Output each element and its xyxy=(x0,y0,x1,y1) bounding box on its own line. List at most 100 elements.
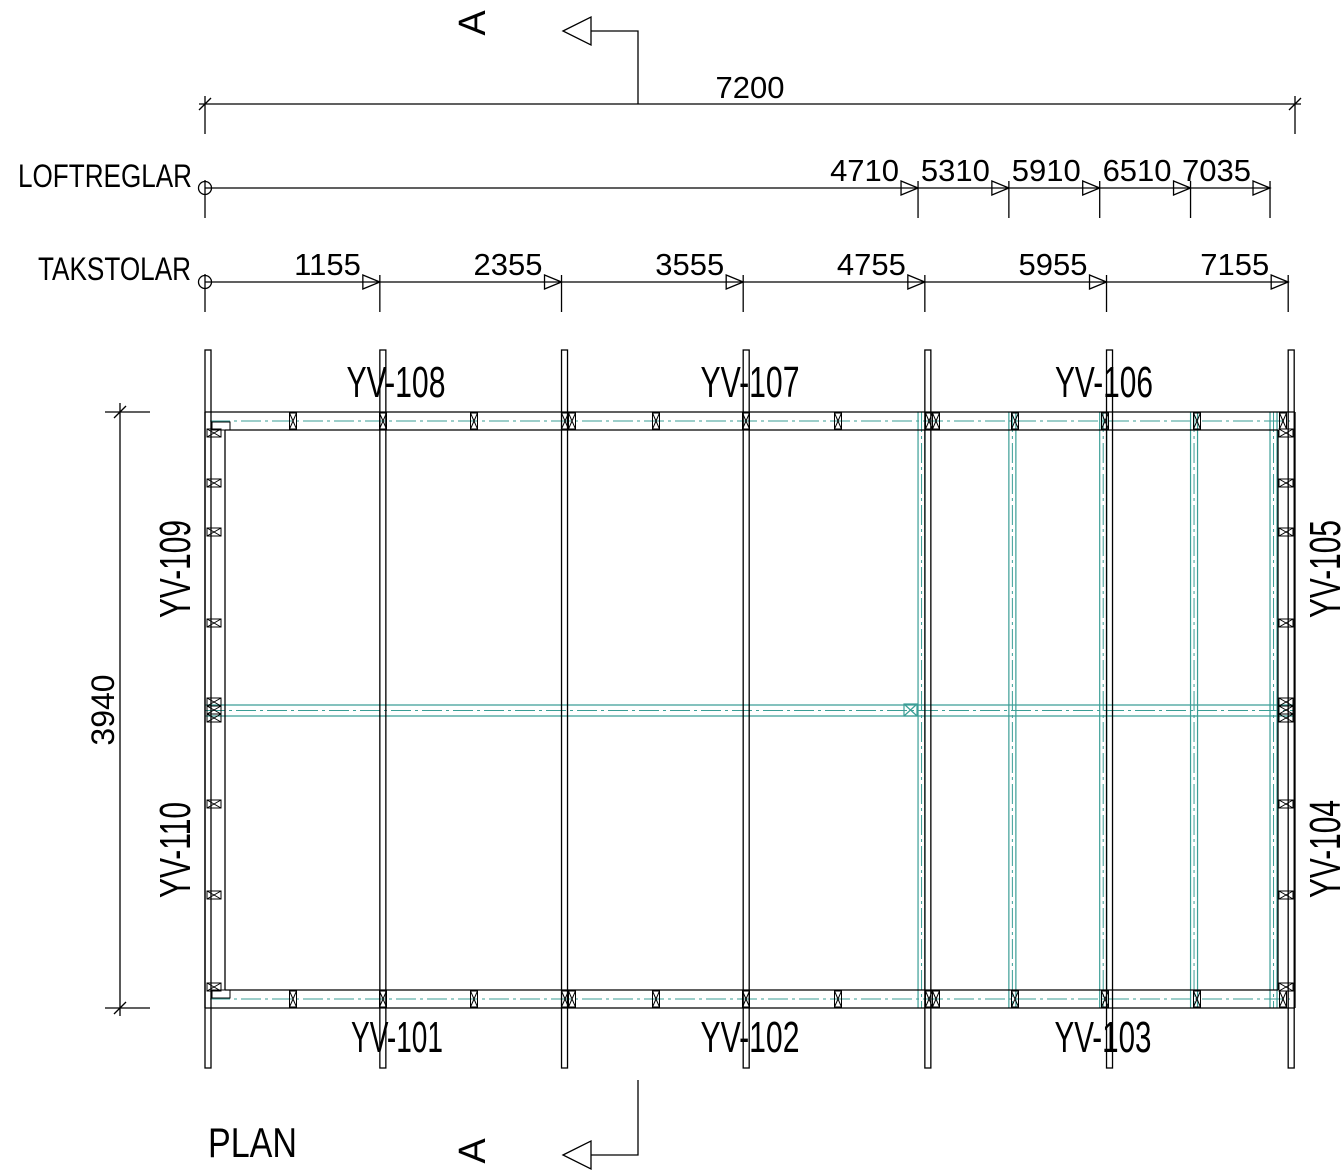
top-wall-stud xyxy=(652,412,660,430)
wall-labels: YV-108 YV-107 YV-106 YV-101 YV-102 YV-10… xyxy=(151,358,1344,1062)
bottom-wall-stud-cross xyxy=(925,990,933,1008)
bottom-wall-stud-cross xyxy=(568,990,576,1008)
top-wall-stud-cross xyxy=(1011,412,1019,430)
top-wall-stud xyxy=(1011,412,1019,430)
right-wall-stud-cross xyxy=(1278,705,1294,715)
left-wall-stud-cross xyxy=(206,478,222,488)
takstolar-dimension-arrow xyxy=(1088,274,1109,290)
loftreglar-dimension-value: 6510 xyxy=(1103,153,1172,188)
section-marker-bottom: A xyxy=(452,1080,639,1171)
bottom-wall-stud-cross xyxy=(834,990,842,1008)
bottom-wall-stud xyxy=(289,990,297,1008)
takstolar-dimension-arrow xyxy=(543,274,564,290)
top-wall-stud-cross xyxy=(932,412,940,430)
wall-label-top: YV-108 xyxy=(347,358,446,407)
left-wall-stud xyxy=(206,713,222,723)
wall-label-right: YV-104 xyxy=(1301,800,1344,898)
depth-dimension-value: 3940 xyxy=(85,674,121,745)
top-wall-stud-cross xyxy=(1193,412,1201,430)
top-wall-stud-cross xyxy=(568,412,576,430)
takstolar-dimension-value: 7155 xyxy=(1200,247,1269,282)
bottom-wall-stud xyxy=(834,990,842,1008)
loftreglar-dimension-arrow xyxy=(1172,180,1193,196)
loftreglar-dimension-arrow xyxy=(1252,180,1272,196)
top-wall-stud-cross xyxy=(1101,412,1109,430)
roof-truss xyxy=(924,349,932,1069)
left-wall-stud-cross xyxy=(206,799,222,809)
roof-truss xyxy=(204,349,212,1069)
takstolar-dimension-value: 4755 xyxy=(837,247,906,282)
bottom-wall-stud-cross xyxy=(742,990,750,1008)
takstolar-dimension-value: 5955 xyxy=(1019,247,1088,282)
right-wall-stud xyxy=(1278,713,1294,723)
right-wall-stud xyxy=(1278,618,1294,628)
overall-tick-left xyxy=(198,97,212,111)
top-wall-stud-cross xyxy=(561,412,569,430)
wall-studs xyxy=(206,412,1294,1008)
bottom-wall-stud xyxy=(652,990,660,1008)
wall-label-bottom: YV-101 xyxy=(351,1013,443,1062)
left-wall-stud-cross xyxy=(206,982,222,992)
left-wall-stud-cross xyxy=(206,890,222,900)
depth-tick-top xyxy=(113,405,127,419)
right-wall-stud xyxy=(1278,428,1294,438)
bottom-wall-stud-cross xyxy=(652,990,660,1008)
section-cut-line xyxy=(591,1080,639,1156)
takstolar-origin-marker xyxy=(197,274,213,290)
top-wall-stud xyxy=(1101,412,1109,430)
left-wall-stud xyxy=(206,982,222,992)
right-wall-stud-cross xyxy=(1278,697,1294,707)
takstolar-dimension-value: 3555 xyxy=(655,247,724,282)
bottom-wall-stud-cross xyxy=(1193,990,1201,1008)
left-wall-stud-cross xyxy=(206,697,222,707)
top-wall-stud xyxy=(470,412,478,430)
overall-dimension: 7200 xyxy=(198,70,1302,134)
section-marker-label: A xyxy=(452,1138,494,1164)
roof-truss xyxy=(560,349,569,1069)
bottom-wall-stud-cross xyxy=(1279,990,1287,1008)
bottom-wall-stud-cross xyxy=(289,990,297,1008)
bottom-wall-stud xyxy=(1193,990,1201,1008)
left-wall-stud xyxy=(206,890,222,900)
right-wall-stud-cross xyxy=(1278,478,1294,488)
takstolar-dimension-value: 1155 xyxy=(294,247,361,282)
bottom-wall-stud xyxy=(932,990,940,1008)
right-wall-stud xyxy=(1278,527,1294,537)
section-marker-top: A xyxy=(452,10,639,104)
loftreglar-dimension-value: 5910 xyxy=(1012,153,1081,188)
loftreglar-dimension-arrow xyxy=(991,180,1011,196)
bottom-wall-stud-cross xyxy=(470,990,478,1008)
wall-label-bottom: YV-103 xyxy=(1055,1013,1152,1062)
left-wall-stud-cross xyxy=(206,713,222,723)
left-wall-stud xyxy=(206,618,222,628)
bottom-wall-stud xyxy=(568,990,576,1008)
top-wall-stud xyxy=(834,412,842,430)
top-wall-stud xyxy=(379,412,387,430)
wall-label-bottom: YV-102 xyxy=(701,1013,800,1062)
takstolar-dimension-arrow xyxy=(362,274,382,290)
right-wall-stud-cross xyxy=(1278,618,1294,628)
roof-truss xyxy=(742,349,750,1069)
overall-tick-right xyxy=(1288,97,1302,111)
wall-outline xyxy=(204,411,1296,1009)
top-wall-stud-cross xyxy=(1279,412,1287,430)
right-wall-stud xyxy=(1278,890,1294,900)
takstolar-dimension-value: 2355 xyxy=(474,247,543,282)
top-wall-stud xyxy=(1193,412,1201,430)
right-wall-stud-cross xyxy=(1278,527,1294,537)
left-wall-stud xyxy=(206,799,222,809)
overall-dimension-value: 7200 xyxy=(716,70,785,105)
depth-tick-bottom xyxy=(113,1001,127,1015)
bottom-wall-stud-cross xyxy=(1101,990,1109,1008)
right-wall-stud-cross xyxy=(1278,982,1294,992)
section-arrow xyxy=(561,1139,592,1171)
loftreglar-label: LOFTREGLAR xyxy=(18,158,192,194)
section-marker-label: A xyxy=(452,10,494,36)
wall-label-top: YV-106 xyxy=(1055,358,1153,407)
section-cut-line xyxy=(591,30,639,104)
view-title: PLAN xyxy=(208,1119,297,1166)
wall-label-right: YV-105 xyxy=(1301,520,1344,618)
bottom-wall-stud-cross xyxy=(932,990,940,1008)
top-wall-stud-cross xyxy=(289,412,297,430)
